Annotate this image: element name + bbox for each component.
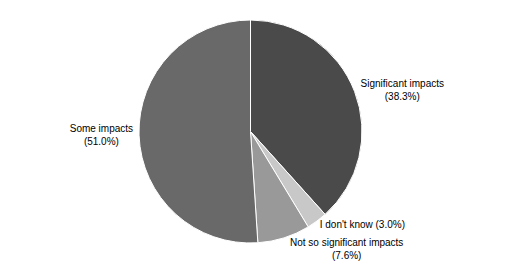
svg-text:Significant impacts(38.3%): Significant impacts(38.3%) — [361, 78, 444, 102]
svg-text:Some impacts(51.0%): Some impacts(51.0%) — [70, 123, 133, 147]
svg-text:Not so significant impacts(7.6: Not so significant impacts(7.6%) — [290, 237, 403, 261]
svg-text:I don't know (3.0%): I don't know (3.0%) — [320, 219, 405, 230]
